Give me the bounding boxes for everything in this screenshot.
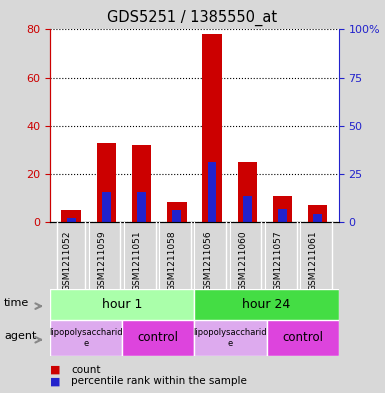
Bar bbox=[278, 209, 287, 222]
Text: GSM1211059: GSM1211059 bbox=[97, 230, 106, 291]
Bar bbox=[266, 320, 339, 356]
Text: time: time bbox=[4, 298, 29, 308]
Text: count: count bbox=[71, 365, 101, 375]
Text: GSM1211051: GSM1211051 bbox=[132, 230, 142, 291]
Text: GSM1211060: GSM1211060 bbox=[238, 230, 247, 291]
Text: ■: ■ bbox=[50, 365, 60, 375]
Bar bbox=[238, 162, 257, 222]
Text: hour 1: hour 1 bbox=[102, 298, 142, 311]
Bar bbox=[167, 202, 186, 222]
Text: agent: agent bbox=[4, 331, 36, 341]
Bar bbox=[62, 210, 81, 222]
Bar bbox=[194, 289, 339, 320]
Bar bbox=[67, 219, 75, 222]
Text: percentile rank within the sample: percentile rank within the sample bbox=[71, 376, 247, 386]
Bar bbox=[172, 210, 181, 222]
Text: lipopolysaccharid
e: lipopolysaccharid e bbox=[194, 328, 267, 348]
Text: GSM1211056: GSM1211056 bbox=[203, 230, 212, 291]
Text: GSM1211052: GSM1211052 bbox=[62, 230, 71, 290]
Bar bbox=[243, 196, 252, 222]
Bar bbox=[308, 205, 327, 222]
Bar bbox=[132, 145, 151, 222]
Bar bbox=[313, 214, 322, 222]
Text: ■: ■ bbox=[50, 376, 60, 386]
Bar bbox=[50, 289, 194, 320]
Bar bbox=[208, 162, 216, 222]
Text: GSM1211061: GSM1211061 bbox=[309, 230, 318, 291]
Text: hour 24: hour 24 bbox=[243, 298, 291, 311]
Bar bbox=[137, 192, 146, 222]
Text: GDS5251 / 1385550_at: GDS5251 / 1385550_at bbox=[107, 10, 278, 26]
Bar bbox=[194, 320, 266, 356]
Bar bbox=[50, 320, 122, 356]
Text: control: control bbox=[282, 331, 323, 345]
Text: control: control bbox=[138, 331, 179, 345]
Bar bbox=[203, 34, 222, 222]
Text: GSM1211057: GSM1211057 bbox=[273, 230, 283, 291]
Bar bbox=[102, 192, 111, 222]
Text: lipopolysaccharid
e: lipopolysaccharid e bbox=[49, 328, 123, 348]
Bar bbox=[97, 143, 116, 222]
Text: GSM1211058: GSM1211058 bbox=[168, 230, 177, 291]
Bar bbox=[273, 196, 292, 222]
Bar bbox=[122, 320, 194, 356]
